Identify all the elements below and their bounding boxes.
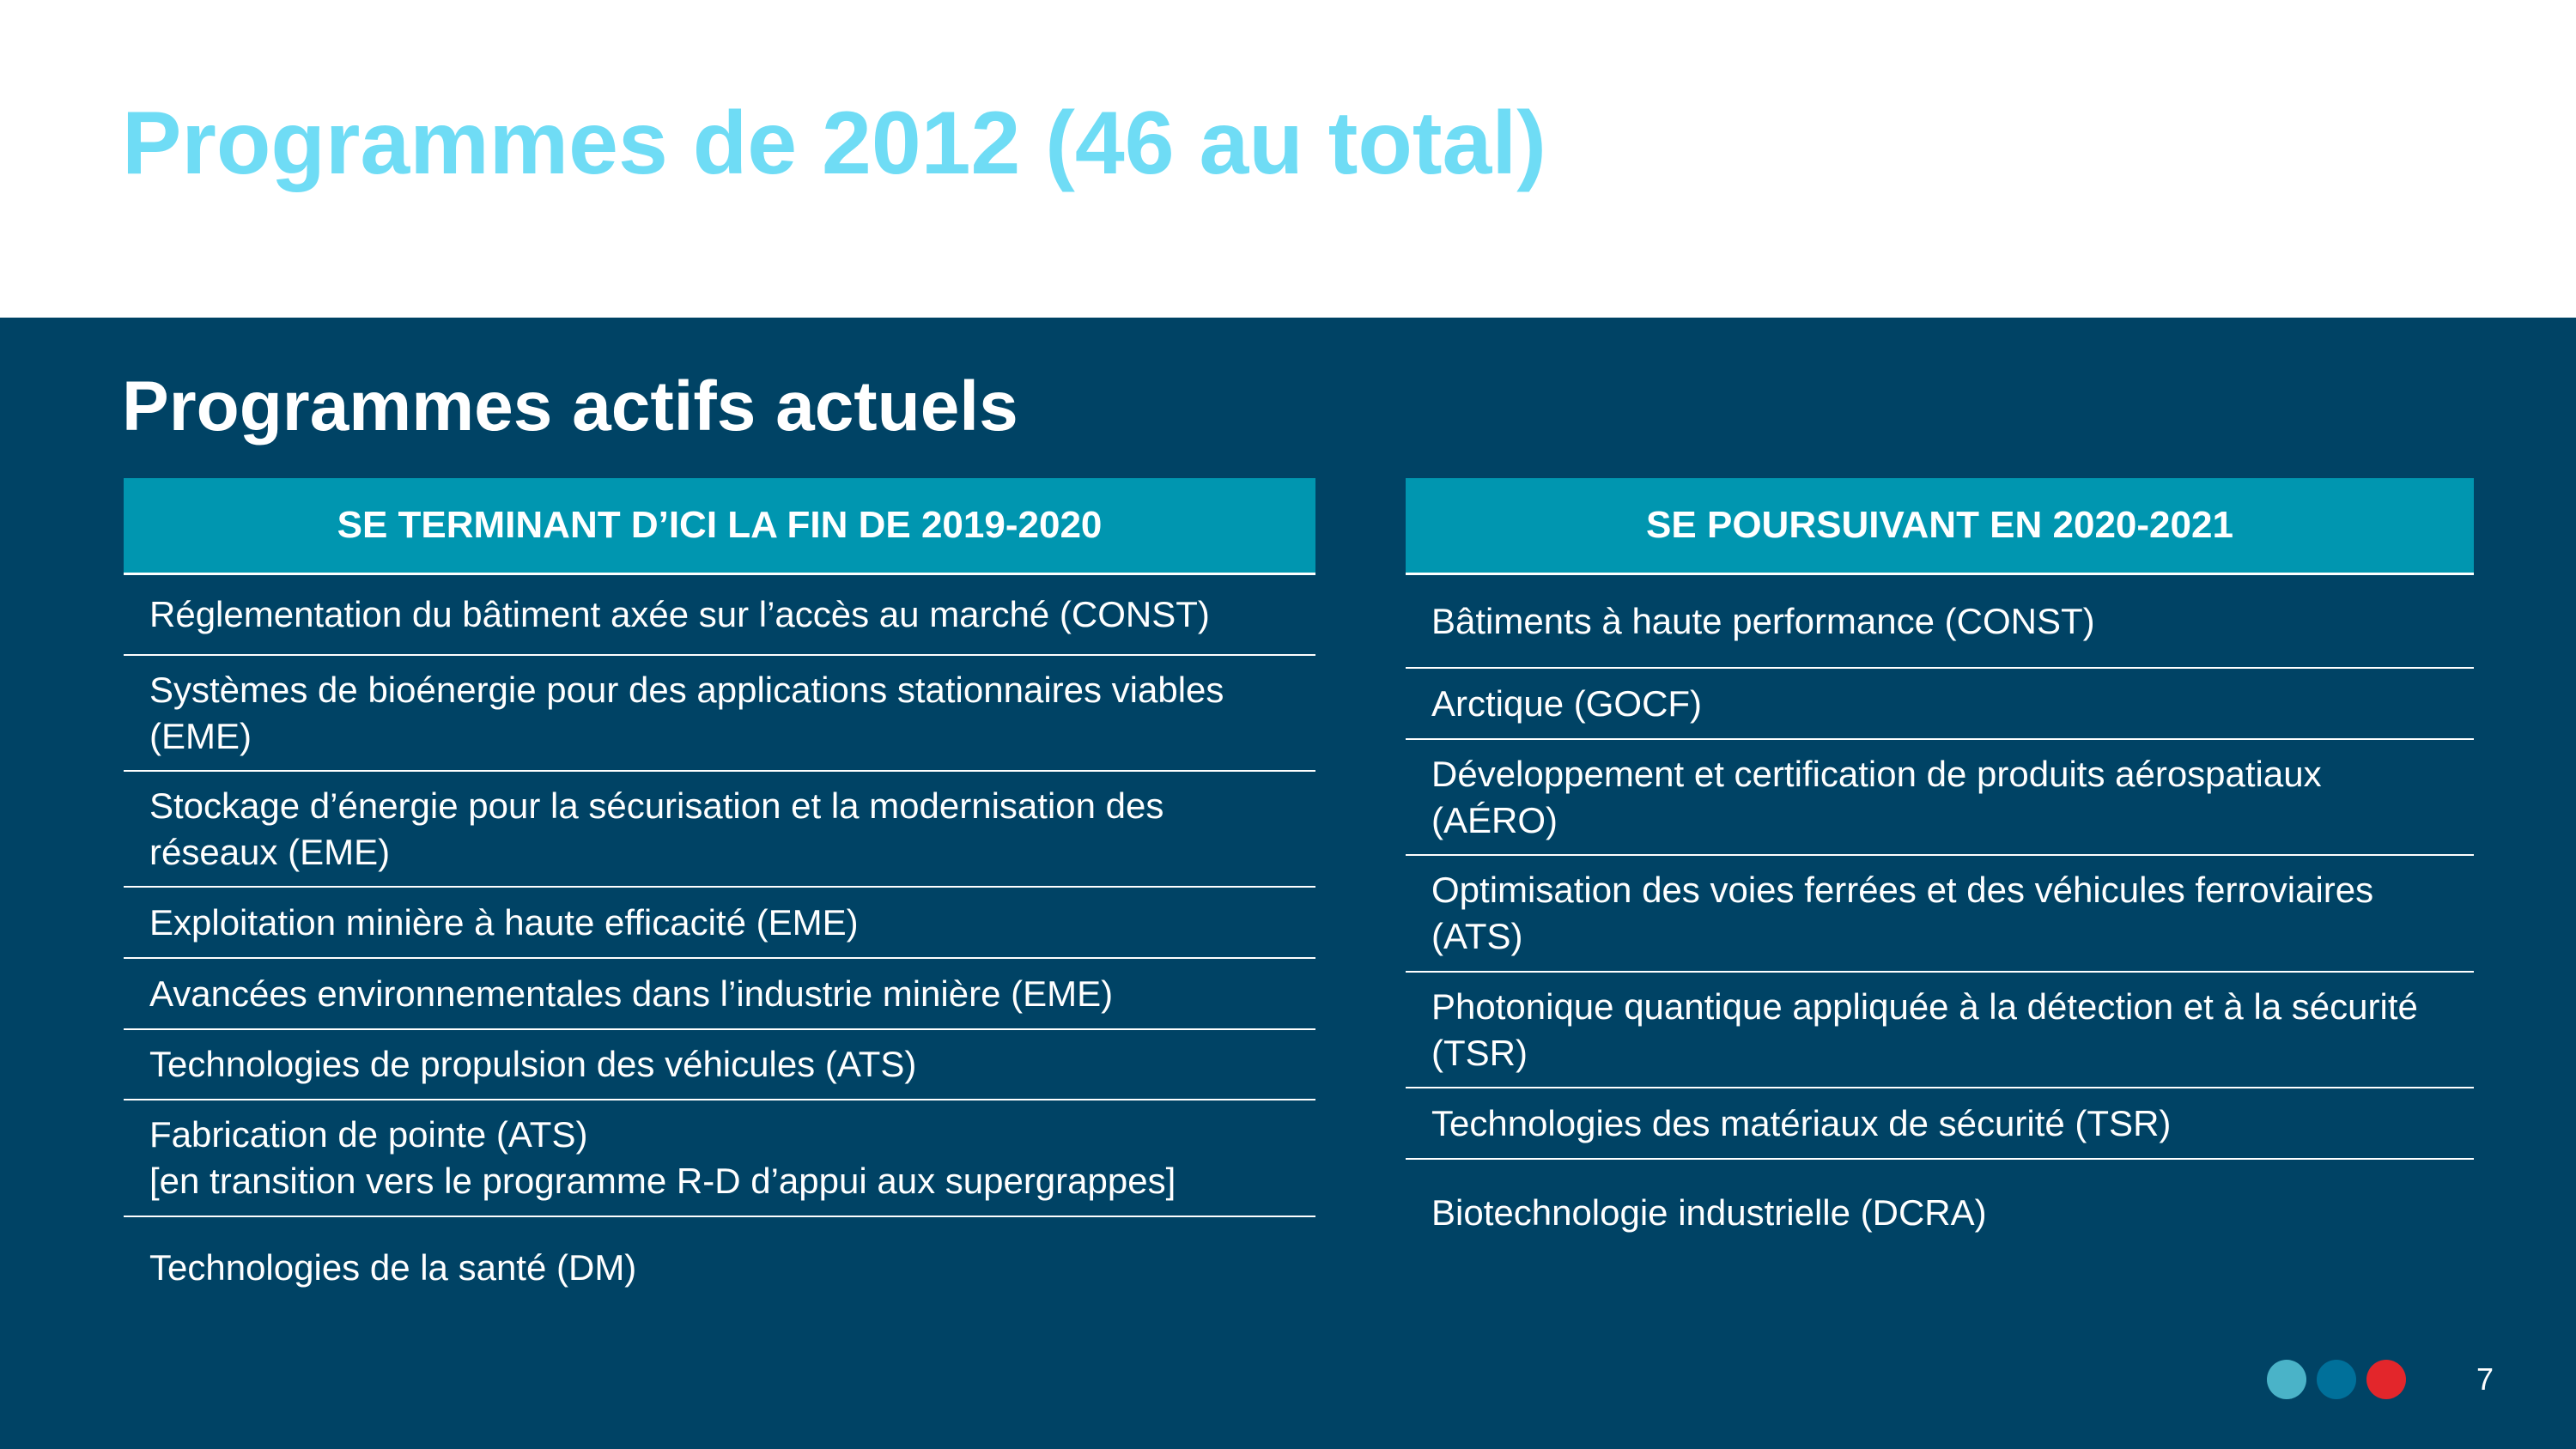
table-header: SE TERMINANT D’ICI LA FIN DE 2019-2020 — [124, 478, 1315, 575]
dot-icon — [2366, 1360, 2406, 1399]
dot-icon — [2266, 1360, 2306, 1399]
table-row: Réglementation du bâtiment axée sur l’ac… — [124, 575, 1315, 656]
dot-icon — [2316, 1360, 2356, 1399]
slide-footer: 7 — [2266, 1360, 2494, 1399]
table-row: Avancées environnementales dans l’indust… — [124, 959, 1315, 1030]
table-row: Systèmes de bioénergie pour des applicat… — [124, 656, 1315, 772]
table-row: Exploitation minière à haute efficacité … — [124, 888, 1315, 959]
continuing-programs-table: SE POURSUIVANT EN 2020-2021 Bâtiments à … — [1406, 478, 2474, 1266]
table-row: Optimisation des voies ferrées et des vé… — [1406, 856, 2474, 973]
table-row: Technologies de propulsion des véhicules… — [124, 1030, 1315, 1100]
slide-title: Programmes de 2012 (46 au total) — [122, 94, 1546, 193]
table-header: SE POURSUIVANT EN 2020-2021 — [1406, 478, 2474, 575]
table-row: Biotechnologie industrielle (DCRA) — [1431, 1192, 1987, 1233]
ending-programs-table: SE TERMINANT D’ICI LA FIN DE 2019-2020 R… — [124, 478, 1315, 1319]
table-row: Fabrication de pointe (ATS) [en transiti… — [124, 1100, 1315, 1217]
table-row: Stockage d’énergie pour la sécurisation … — [124, 772, 1315, 888]
table-row: Développement et certification de produi… — [1406, 740, 2474, 856]
table-row: Arctique (GOCF) — [1406, 669, 2474, 740]
table-row: Bâtiments à haute performance (CONST) — [1406, 575, 2474, 669]
table-row: Technologies de la santé (DM) — [149, 1247, 637, 1288]
content-panel: Programmes actifs actuels SE TERMINANT D… — [0, 318, 2576, 1449]
table-row: Technologies des matériaux de sécurité (… — [1406, 1088, 2474, 1160]
table-row: Photonique quantique appliquée à la déte… — [1406, 973, 2474, 1088]
page-number: 7 — [2476, 1361, 2494, 1397]
section-subtitle: Programmes actifs actuels — [122, 367, 1018, 446]
